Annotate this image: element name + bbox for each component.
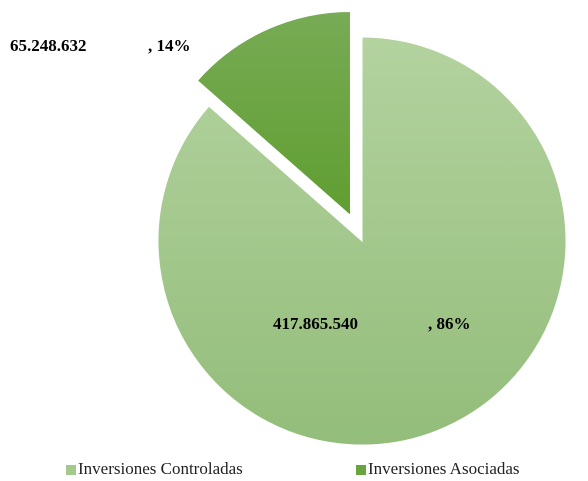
pie-slice [157, 36, 567, 446]
legend-label: Inversiones Controladas [78, 459, 243, 478]
data-label: 417.865.540 [273, 314, 358, 333]
percent-label: , 86% [428, 314, 471, 333]
data-label: 65.248.632 [10, 36, 87, 55]
legend-swatch [356, 465, 366, 475]
legend-swatch [66, 465, 76, 475]
legend-label: Inversiones Asociadas [368, 459, 520, 478]
pie-slice [196, 10, 351, 217]
percent-label: , 14% [148, 36, 191, 55]
